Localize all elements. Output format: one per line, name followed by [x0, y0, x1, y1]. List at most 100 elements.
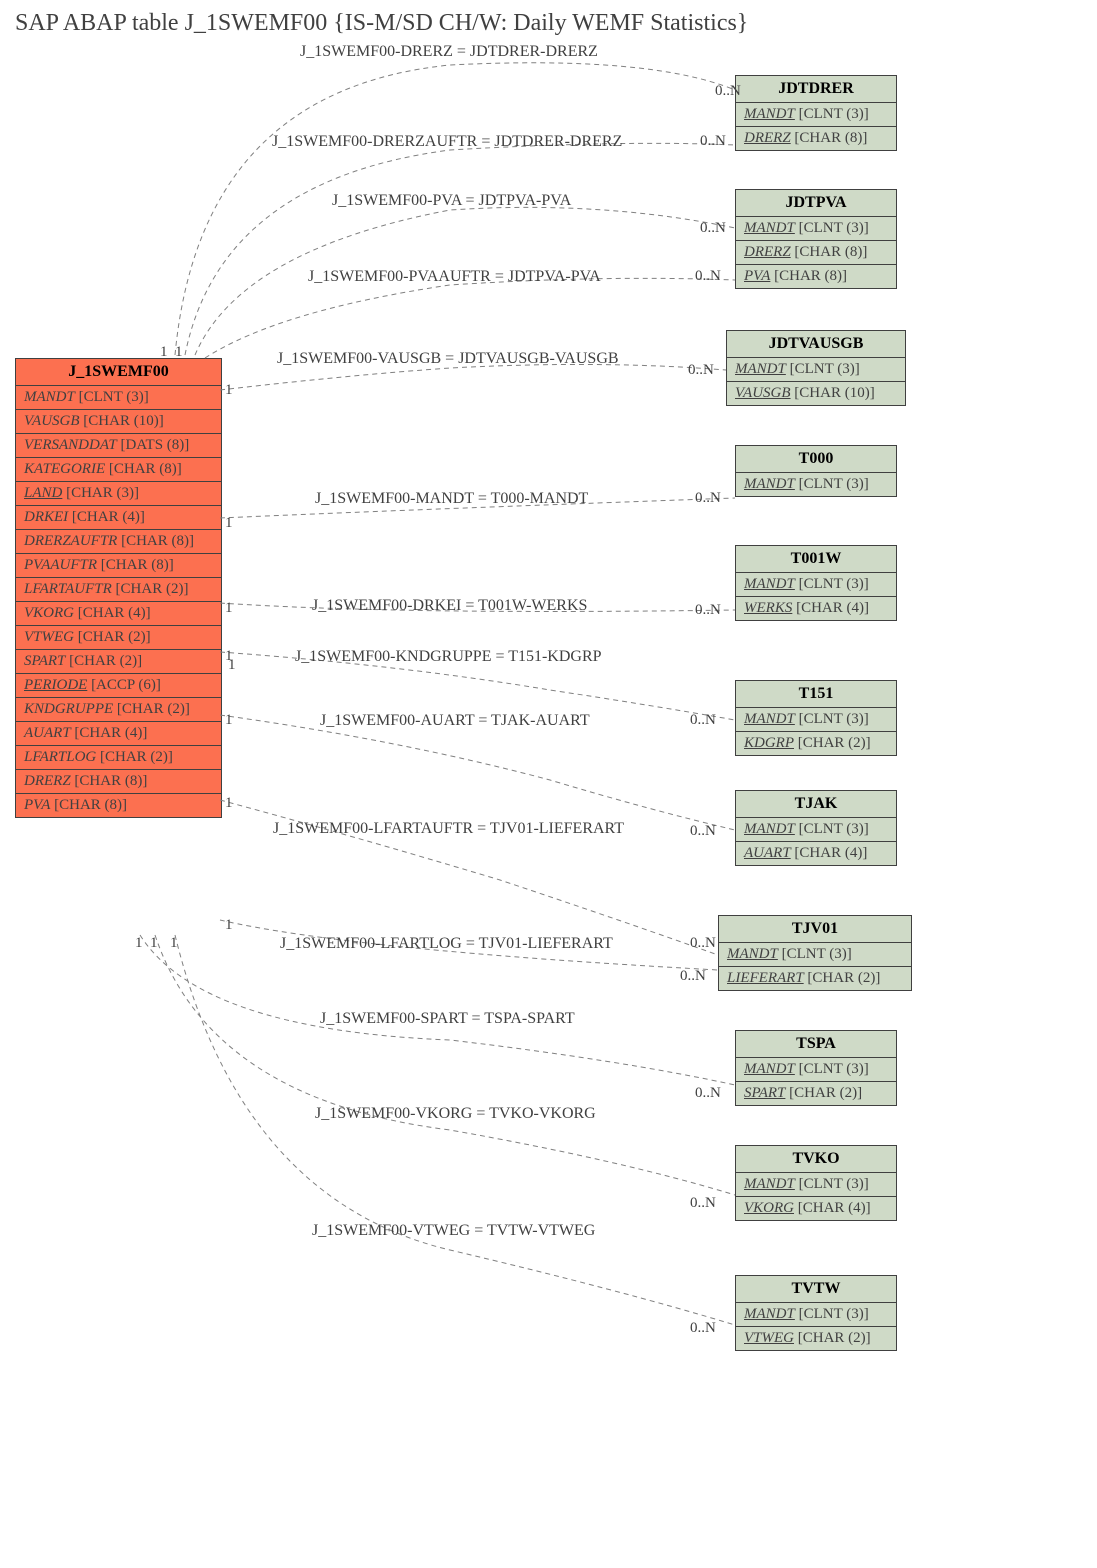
entity-jdtpva: JDTPVAMANDT [CLNT (3)]DRERZ [CHAR (8)]PV…	[735, 189, 897, 289]
field-versanddat: VERSANDDAT [DATS (8)]	[16, 434, 221, 458]
field-mandt: MANDT [CLNT (3)]	[736, 473, 896, 496]
edge-label: J_1SWEMF00-AUART = TJAK-AUART	[320, 712, 590, 730]
entity-tjv01: TJV01MANDT [CLNT (3)]LIEFERART [CHAR (2)…	[718, 915, 912, 991]
field-vtweg: VTWEG [CHAR (2)]	[736, 1327, 896, 1350]
cardinality: 1	[225, 712, 233, 729]
cardinality: 1	[225, 795, 233, 812]
field-lfartlog: LFARTLOG [CHAR (2)]	[16, 746, 221, 770]
entity-tvko: TVKOMANDT [CLNT (3)]VKORG [CHAR (4)]	[735, 1145, 897, 1221]
field-lieferart: LIEFERART [CHAR (2)]	[719, 967, 911, 990]
field-drkei: DRKEI [CHAR (4)]	[16, 506, 221, 530]
field-mandt: MANDT [CLNT (3)]	[727, 358, 905, 382]
edge-label: J_1SWEMF00-DRERZ = JDTDRER-DRERZ	[300, 43, 598, 61]
field-mandt: MANDT [CLNT (3)]	[736, 1058, 896, 1082]
entity-header: J_1SWEMF00	[16, 359, 221, 386]
entity-header: JDTDRER	[736, 76, 896, 103]
field-spart: SPART [CHAR (2)]	[16, 650, 221, 674]
entity-header: JDTPVA	[736, 190, 896, 217]
field-mandt: MANDT [CLNT (3)]	[736, 708, 896, 732]
edge-label: J_1SWEMF00-LFARTAUFTR = TJV01-LIEFERART	[273, 820, 624, 838]
field-kdgrp: KDGRP [CHAR (2)]	[736, 732, 896, 755]
cardinality: 1	[225, 600, 233, 617]
cardinality: 0..N	[695, 268, 721, 285]
edge-label: J_1SWEMF00-KNDGRUPPE = T151-KDGRP	[295, 648, 602, 666]
field-vtweg: VTWEG [CHAR (2)]	[16, 626, 221, 650]
edge-label: J_1SWEMF00-VTWEG = TVTW-VTWEG	[312, 1222, 595, 1240]
entity-header: TJAK	[736, 791, 896, 818]
field-drerz: DRERZ [CHAR (8)]	[736, 241, 896, 265]
entity-header: T151	[736, 681, 896, 708]
entity-header: TSPA	[736, 1031, 896, 1058]
entity-tjak: TJAKMANDT [CLNT (3)]AUART [CHAR (4)]	[735, 790, 897, 866]
field-periode: PERIODE [ACCP (6)]	[16, 674, 221, 698]
entity-header: TVKO	[736, 1146, 896, 1173]
field-kndgruppe: KNDGRUPPE [CHAR (2)]	[16, 698, 221, 722]
field-pva: PVA [CHAR (8)]	[16, 794, 221, 817]
cardinality: 1	[135, 935, 143, 952]
entity-j_1swemf00: J_1SWEMF00MANDT [CLNT (3)]VAUSGB [CHAR (…	[15, 358, 222, 818]
entity-tvtw: TVTWMANDT [CLNT (3)]VTWEG [CHAR (2)]	[735, 1275, 897, 1351]
entity-t001w: T001WMANDT [CLNT (3)]WERKS [CHAR (4)]	[735, 545, 897, 621]
field-mandt: MANDT [CLNT (3)]	[736, 1303, 896, 1327]
entity-header: JDTVAUSGB	[727, 331, 905, 358]
field-mandt: MANDT [CLNT (3)]	[736, 103, 896, 127]
field-drerz: DRERZ [CHAR (8)]	[736, 127, 896, 150]
entity-jdtdrer: JDTDRERMANDT [CLNT (3)]DRERZ [CHAR (8)]	[735, 75, 897, 151]
cardinality: 1	[228, 657, 236, 674]
cardinality: 1	[160, 344, 168, 361]
entity-tspa: TSPAMANDT [CLNT (3)]SPART [CHAR (2)]	[735, 1030, 897, 1106]
field-lfartauftr: LFARTAUFTR [CHAR (2)]	[16, 578, 221, 602]
entity-header: TVTW	[736, 1276, 896, 1303]
cardinality: 1	[170, 935, 178, 952]
cardinality: 0..N	[680, 968, 706, 985]
cardinality: 0..N	[700, 133, 726, 150]
cardinality: 1	[225, 917, 233, 934]
edge-label: J_1SWEMF00-PVAAUFTR = JDTPVA-PVA	[308, 268, 601, 286]
field-pvaauftr: PVAAUFTR [CHAR (8)]	[16, 554, 221, 578]
cardinality: 0..N	[688, 362, 714, 379]
cardinality: 0..N	[695, 1085, 721, 1102]
field-mandt: MANDT [CLNT (3)]	[736, 1173, 896, 1197]
cardinality: 1	[225, 515, 233, 532]
entity-header: T000	[736, 446, 896, 473]
field-mandt: MANDT [CLNT (3)]	[736, 573, 896, 597]
cardinality: 1	[175, 344, 183, 361]
field-mandt: MANDT [CLNT (3)]	[16, 386, 221, 410]
cardinality: 0..N	[695, 602, 721, 619]
page-title: SAP ABAP table J_1SWEMF00 {IS-M/SD CH/W:…	[15, 10, 748, 37]
edge-label: J_1SWEMF00-MANDT = T000-MANDT	[315, 490, 588, 508]
edge-label: J_1SWEMF00-DRKEI = T001W-WERKS	[312, 597, 587, 615]
field-vkorg: VKORG [CHAR (4)]	[16, 602, 221, 626]
field-vkorg: VKORG [CHAR (4)]	[736, 1197, 896, 1220]
field-vausgb: VAUSGB [CHAR (10)]	[727, 382, 905, 405]
edge-label: J_1SWEMF00-PVA = JDTPVA-PVA	[332, 192, 571, 210]
edge-label: J_1SWEMF00-SPART = TSPA-SPART	[320, 1010, 575, 1028]
edge-label: J_1SWEMF00-DRERZAUFTR = JDTDRER-DRERZ	[272, 133, 622, 151]
cardinality: 0..N	[690, 712, 716, 729]
cardinality: 0..N	[690, 823, 716, 840]
field-mandt: MANDT [CLNT (3)]	[736, 818, 896, 842]
field-vausgb: VAUSGB [CHAR (10)]	[16, 410, 221, 434]
edge-label: J_1SWEMF00-VKORG = TVKO-VKORG	[315, 1105, 596, 1123]
field-pva: PVA [CHAR (8)]	[736, 265, 896, 288]
field-drerzauftr: DRERZAUFTR [CHAR (8)]	[16, 530, 221, 554]
field-mandt: MANDT [CLNT (3)]	[719, 943, 911, 967]
field-land: LAND [CHAR (3)]	[16, 482, 221, 506]
field-drerz: DRERZ [CHAR (8)]	[16, 770, 221, 794]
field-spart: SPART [CHAR (2)]	[736, 1082, 896, 1105]
cardinality: 0..N	[695, 490, 721, 507]
cardinality: 0..N	[715, 83, 741, 100]
field-werks: WERKS [CHAR (4)]	[736, 597, 896, 620]
entity-t000: T000MANDT [CLNT (3)]	[735, 445, 897, 497]
entity-header: TJV01	[719, 916, 911, 943]
entity-jdtvausgb: JDTVAUSGBMANDT [CLNT (3)]VAUSGB [CHAR (1…	[726, 330, 906, 406]
entity-t151: T151MANDT [CLNT (3)]KDGRP [CHAR (2)]	[735, 680, 897, 756]
cardinality: 0..N	[690, 935, 716, 952]
edge-label: J_1SWEMF00-LFARTLOG = TJV01-LIEFERART	[280, 935, 613, 953]
cardinality: 0..N	[690, 1320, 716, 1337]
field-auart: AUART [CHAR (4)]	[736, 842, 896, 865]
field-mandt: MANDT [CLNT (3)]	[736, 217, 896, 241]
field-kategorie: KATEGORIE [CHAR (8)]	[16, 458, 221, 482]
entity-header: T001W	[736, 546, 896, 573]
edge-label: J_1SWEMF00-VAUSGB = JDTVAUSGB-VAUSGB	[277, 350, 619, 368]
